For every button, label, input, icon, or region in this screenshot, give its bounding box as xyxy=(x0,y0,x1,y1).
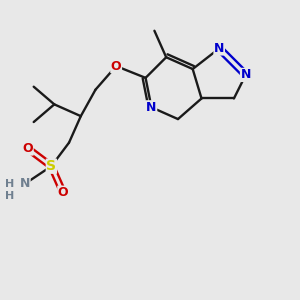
Text: O: O xyxy=(22,142,33,155)
Text: N: N xyxy=(214,42,224,55)
Text: H: H xyxy=(5,191,14,201)
Text: O: O xyxy=(58,186,68,199)
Text: H: H xyxy=(5,179,14,189)
Text: N: N xyxy=(146,101,157,114)
Text: O: O xyxy=(111,60,122,73)
Text: S: S xyxy=(46,159,56,173)
Text: N: N xyxy=(241,68,251,81)
Text: N: N xyxy=(20,177,30,190)
